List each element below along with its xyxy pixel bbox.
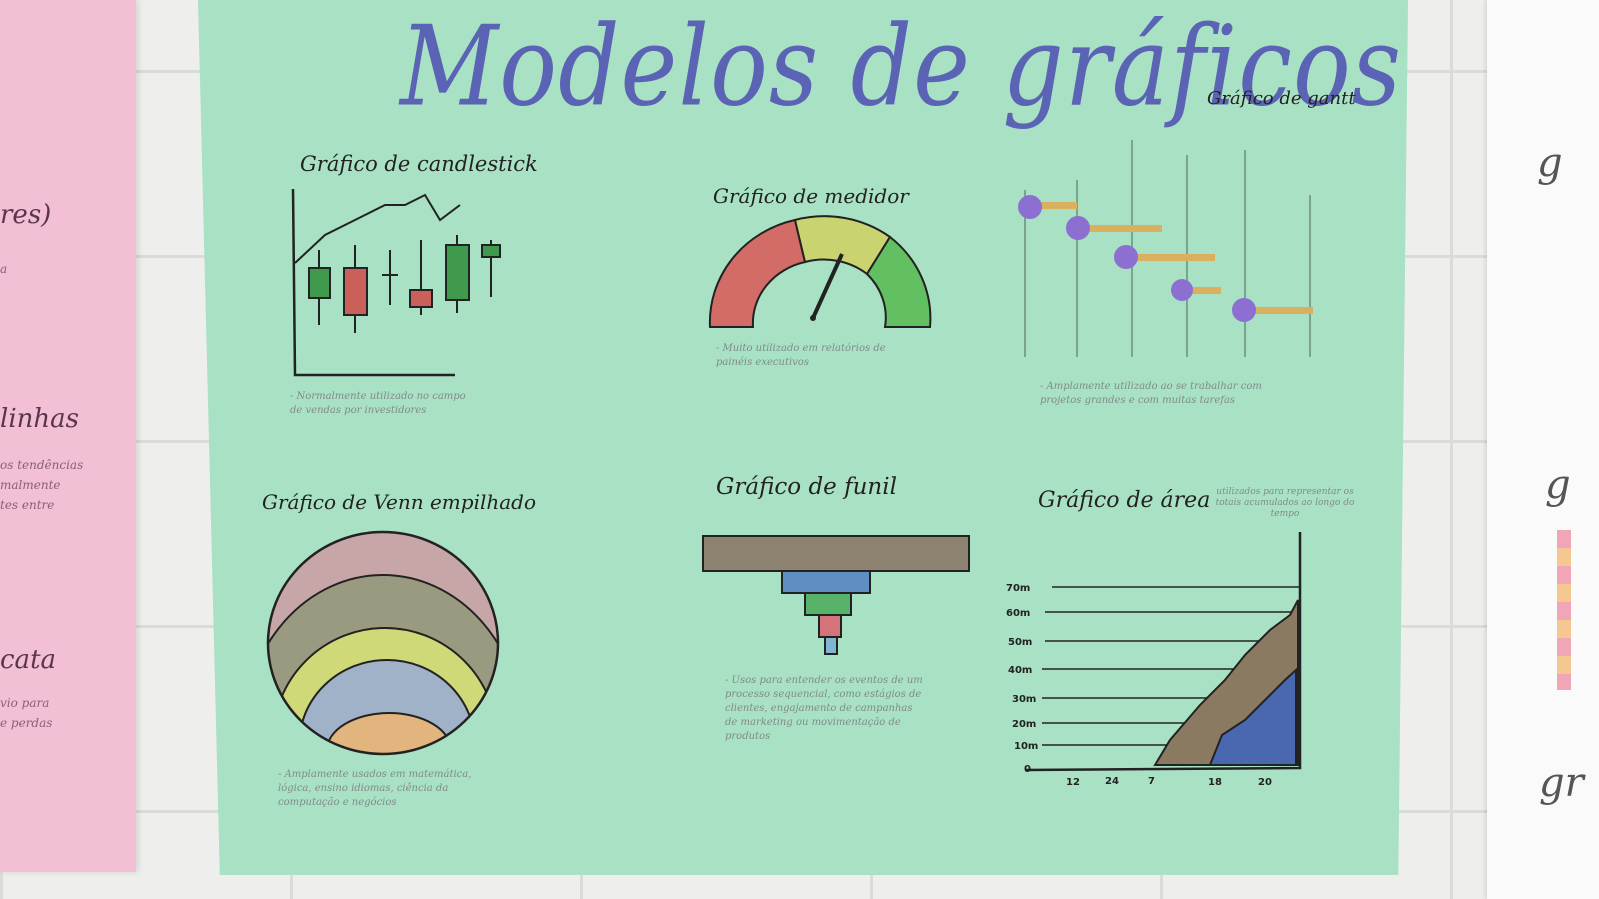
- left-sheet-line: cata: [0, 645, 57, 675]
- venn-chart: [266, 530, 500, 756]
- left-sheet-small: e perdas: [0, 716, 53, 730]
- gantt-milestone: [1018, 195, 1042, 219]
- gantt-milestone: [1171, 279, 1193, 301]
- area-y-tick: 10m: [1014, 741, 1038, 752]
- gauge-needle-base: [810, 315, 816, 321]
- left-sheet-small: tes entre: [0, 498, 55, 512]
- area-y-tick: 30m: [1012, 694, 1036, 705]
- gantt-note: - Amplamente utilizado ao se trabalhar c…: [1040, 381, 1262, 406]
- area-y-tick: 70m: [1006, 583, 1030, 594]
- gantt-task-bar: [1087, 225, 1162, 232]
- poster-title: Modelos de gráficos: [400, 2, 1403, 131]
- gantt-task-bar: [1135, 254, 1215, 261]
- area-series-blue: [1208, 667, 1297, 766]
- gauge-title: Gráfico de medidor: [713, 184, 909, 208]
- area-note: utilizados para representar os totais ac…: [1215, 487, 1355, 519]
- right-sheet-letter: g: [1545, 462, 1571, 508]
- candlestick-trend-line: [294, 193, 461, 264]
- funnel-stage-5: [824, 636, 838, 655]
- venn-title: Gráfico de Venn empilhado: [262, 490, 537, 514]
- area-y-tick: 20m: [1012, 719, 1036, 730]
- gantt-milestone: [1066, 216, 1090, 240]
- right-sheet-color-strip: [1557, 530, 1571, 690]
- area-axes: [1024, 532, 1302, 772]
- right-sheet-letter: g: [1537, 140, 1563, 186]
- area-x-tick: 7: [1148, 776, 1155, 787]
- left-sheet-small: vio para: [0, 696, 50, 710]
- left-sheet-small: malmente: [0, 478, 61, 492]
- area-x-tick: 18: [1208, 777, 1222, 788]
- gauge-green-segment: [865, 235, 932, 328]
- candle-6: [481, 240, 501, 297]
- area-y-tick: 0: [1024, 764, 1031, 775]
- left-sheet-small: os tendências: [0, 458, 84, 472]
- area-y-tick: 60m: [1006, 608, 1030, 619]
- gauge-note: - Muito utilizado em relatórios de painé…: [716, 343, 886, 368]
- candle-1: [308, 250, 331, 325]
- venn-outline: [266, 530, 500, 756]
- candlestick-chart: [291, 188, 501, 377]
- candlestick-note: - Normalmente utilizado no campo de vend…: [290, 391, 466, 416]
- gauge-red-segment: [708, 218, 807, 328]
- candlestick-title: Gráfico de candlestick: [300, 152, 538, 176]
- gauge-chart: [708, 215, 932, 328]
- right-sheet-letter: gr: [1539, 760, 1584, 806]
- funnel-chart: [702, 535, 970, 655]
- area-x-tick: 12: [1066, 777, 1080, 788]
- area-y-tick: 40m: [1008, 665, 1032, 676]
- funnel-title: Gráfico de funil: [716, 474, 897, 500]
- gantt-task-bar: [1255, 307, 1313, 314]
- left-sheet-line: res): [0, 200, 52, 230]
- left-sheet-small: a: [0, 262, 8, 276]
- area-x-tick: 24: [1105, 776, 1119, 787]
- area-title: Gráfico de área: [1038, 488, 1211, 513]
- funnel-stage-3: [804, 592, 852, 616]
- candle-4: [409, 240, 433, 315]
- candle-5: [445, 235, 470, 313]
- funnel-stage-4: [818, 614, 842, 638]
- left-sheet-line: linhas: [0, 404, 79, 434]
- gauge-needle: [811, 253, 844, 319]
- gantt-milestone: [1114, 245, 1138, 269]
- left-pink-sheet: res) a linhas os tendências malmente tes…: [0, 0, 136, 872]
- gantt-chart: [1018, 140, 1313, 357]
- area-y-tick: 50m: [1008, 637, 1032, 648]
- area-x-tick: 20: [1258, 777, 1272, 788]
- funnel-note: - Usos para entender os eventos de um pr…: [725, 675, 923, 742]
- funnel-stage-2: [781, 570, 871, 594]
- right-white-sheet: g g gr: [1487, 0, 1599, 899]
- candle-2: [343, 245, 368, 333]
- candlestick-axes: [291, 188, 455, 377]
- gantt-task-bar: [1035, 202, 1077, 209]
- candle-3: [382, 250, 398, 305]
- gantt-milestone: [1232, 298, 1256, 322]
- area-chart: 70m 60m 50m 40m 30m 20m 10m 0 12 24 7 18…: [1006, 532, 1302, 788]
- venn-note: - Amplamente usados em matemática, lógic…: [278, 769, 472, 808]
- gantt-task-bar: [1191, 287, 1221, 294]
- gantt-title: Gráfico de gantt: [1207, 88, 1356, 109]
- funnel-stage-1: [702, 535, 970, 572]
